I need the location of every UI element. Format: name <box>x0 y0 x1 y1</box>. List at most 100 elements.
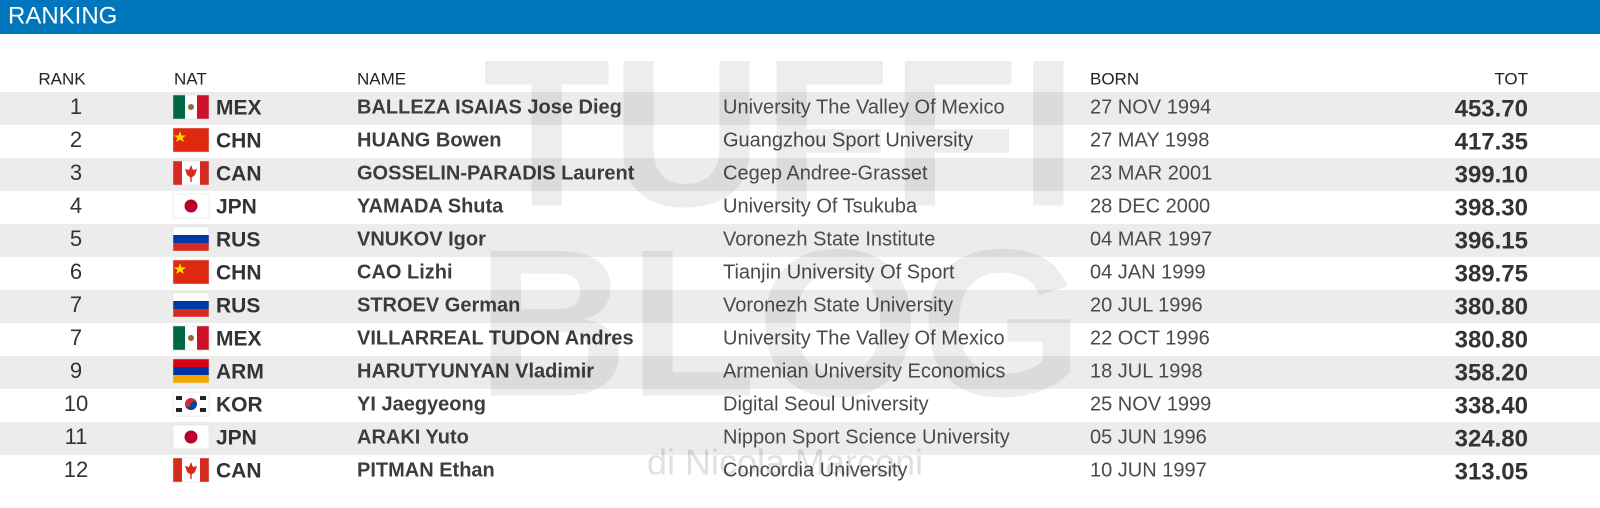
rank: 5 <box>70 226 82 251</box>
flag-part <box>176 396 182 400</box>
row-band <box>0 92 1600 125</box>
nat-code: KOR <box>216 394 263 417</box>
flag-part <box>188 335 194 341</box>
athlete-name: CAO Lizhi <box>357 261 453 283</box>
column-header: NAT <box>174 69 207 88</box>
flag-part <box>176 408 182 412</box>
table-row: 3 CAN GOSSELIN-PARADIS Laurent Cegep Andree… <box>0 158 1600 191</box>
flag-part <box>174 131 186 142</box>
flag-part <box>200 458 209 482</box>
rank: 9 <box>70 358 82 383</box>
athlete-name: GOSSELIN-PARADIS Laurent <box>357 162 635 184</box>
flag-part <box>197 95 209 119</box>
table-row: 2 CHN HUANG Bowen Guangzhou Sport Universit… <box>70 127 1528 156</box>
birth-date: 05 JUN 1996 <box>1090 426 1207 448</box>
flag-part <box>173 367 209 375</box>
athlete-name: STROEV German <box>357 294 520 316</box>
flag-part <box>190 474 192 479</box>
university: Tianjin University Of Sport <box>723 261 955 283</box>
athlete-name: HUANG Bowen <box>357 129 501 151</box>
nat-code: MEX <box>216 328 262 351</box>
table-row: 5 RUS VNUKOV Igor Voronezh State Institute 0… <box>0 224 1600 257</box>
flag-border <box>172 292 210 318</box>
flag-part <box>173 309 209 317</box>
table-body: 1 MEX BALLEZA ISAIAS Jose Dieg University T… <box>0 92 1600 485</box>
athlete-name: YI Jaegyeong <box>357 393 486 415</box>
row-band <box>0 356 1600 389</box>
table-row: 10 KOR YI Jaegyeong Digital Seoul Universit… <box>64 391 1528 420</box>
flag-part <box>188 104 194 110</box>
table-row: 7 RUS STROEV German Voronezh State Universi… <box>0 290 1600 323</box>
column-header: RANK <box>38 69 86 88</box>
rank: 7 <box>70 325 82 350</box>
header-title: RANKING <box>8 2 117 29</box>
flag-part <box>173 227 209 235</box>
flag-part <box>173 161 182 185</box>
row-band <box>0 290 1600 323</box>
rank: 3 <box>70 160 82 185</box>
flag-part <box>185 165 197 178</box>
header-bar <box>0 0 1600 34</box>
flag-part <box>200 161 209 185</box>
nat-code: JPN <box>216 427 257 450</box>
university: Guangzhou Sport University <box>723 129 973 151</box>
column-header: NAME <box>357 69 406 88</box>
total-score: 313.05 <box>1455 458 1528 485</box>
flag-part <box>173 458 182 482</box>
total-score: 380.80 <box>1455 293 1528 320</box>
university: University The Valley Of Mexico <box>723 327 1005 349</box>
athlete-name: VNUKOV Igor <box>357 228 486 250</box>
university: University The Valley Of Mexico <box>723 96 1005 118</box>
university: Nippon Sport Science University <box>723 426 1010 448</box>
flag-border <box>172 127 210 153</box>
athlete-name: VILLARREAL TUDON Andres <box>357 327 634 349</box>
total-score: 396.15 <box>1455 227 1528 254</box>
table-row: 4 JPN YAMADA Shuta University Of Tsukuba 28 … <box>70 193 1528 222</box>
row-band <box>0 158 1600 191</box>
birth-date: 28 DEC 2000 <box>1090 195 1210 217</box>
university: Voronezh State University <box>723 294 953 316</box>
rank: 2 <box>70 127 82 152</box>
total-score: 380.80 <box>1455 326 1528 353</box>
table-row: 12 CAN PITMAN Ethan Concordia University 10 … <box>64 457 1528 486</box>
flag-border <box>172 193 210 219</box>
flag-part <box>200 396 206 400</box>
total-score: 398.30 <box>1455 194 1528 221</box>
nat-code: RUS <box>216 229 260 252</box>
flag-border <box>172 457 210 483</box>
flag-part <box>184 199 198 213</box>
nat-code: ARM <box>216 361 264 384</box>
university: Voronezh State Institute <box>723 228 935 250</box>
row-band <box>0 224 1600 257</box>
birth-date: 27 NOV 1994 <box>1090 96 1211 118</box>
flag-part <box>200 408 206 412</box>
flag-part <box>190 177 192 182</box>
university: Cegep Andree-Grasset <box>723 162 928 184</box>
university: University Of Tsukuba <box>723 195 918 217</box>
watermark: BLOG <box>477 205 1084 440</box>
flag-border <box>172 391 210 417</box>
flag-border <box>172 226 210 252</box>
nat-code: CHN <box>216 130 262 153</box>
nat-code: MEX <box>216 97 262 120</box>
flag-border <box>172 94 210 120</box>
flag-part <box>184 430 198 444</box>
nat-code: CAN <box>216 163 262 186</box>
table-row: 1 MEX BALLEZA ISAIAS Jose Dieg University T… <box>0 92 1600 125</box>
table-row: 11 JPN ARAKI Yuto Nippon Sport Science Univ… <box>0 422 1600 455</box>
university: Armenian University Economics <box>723 360 1005 382</box>
total-score: 358.20 <box>1455 359 1528 386</box>
birth-date: 20 JUL 1996 <box>1090 294 1203 316</box>
flag-part <box>173 293 209 301</box>
flag-part <box>173 301 209 309</box>
birth-date: 23 MAR 2001 <box>1090 162 1212 184</box>
flag-part <box>173 375 209 383</box>
nat-code: CHN <box>216 262 262 285</box>
flag-border <box>172 259 210 285</box>
birth-date: 25 NOV 1999 <box>1090 393 1211 415</box>
rank: 12 <box>64 457 88 482</box>
total-score: 389.75 <box>1455 260 1528 287</box>
rank: 6 <box>70 259 82 284</box>
table-row: 6 CHN CAO Lizhi Tianjin University Of Sport… <box>70 259 1528 288</box>
